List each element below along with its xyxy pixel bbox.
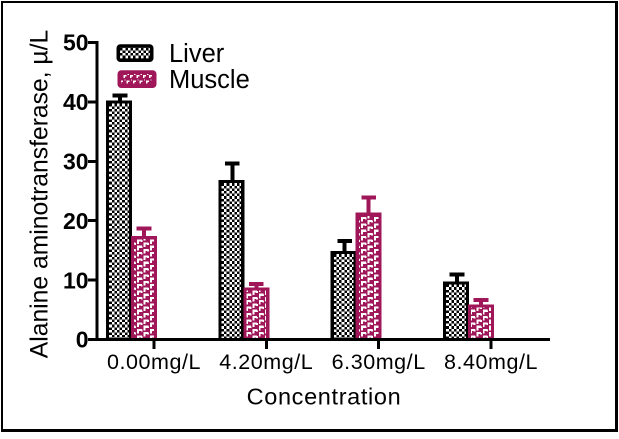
svg-text:Liver: Liver [169,40,225,68]
svg-text:Muscle: Muscle [169,66,250,94]
svg-text:30: 30 [63,149,89,175]
svg-text:20: 20 [63,208,89,234]
svg-text:Concentration: Concentration [247,383,402,409]
svg-text:40: 40 [63,89,89,115]
svg-text:0.00mg/L: 0.00mg/L [107,350,201,374]
svg-text:0: 0 [76,327,89,353]
svg-text:50: 50 [63,30,89,56]
svg-text:4.20mg/L: 4.20mg/L [219,350,313,374]
svg-text:6.30mg/L: 6.30mg/L [332,350,426,374]
svg-text:Alanine aminotransferase, µ/L: Alanine aminotransferase, µ/L [27,30,54,358]
svg-text:8.40mg/L: 8.40mg/L [444,350,538,374]
svg-text:10: 10 [63,267,89,293]
